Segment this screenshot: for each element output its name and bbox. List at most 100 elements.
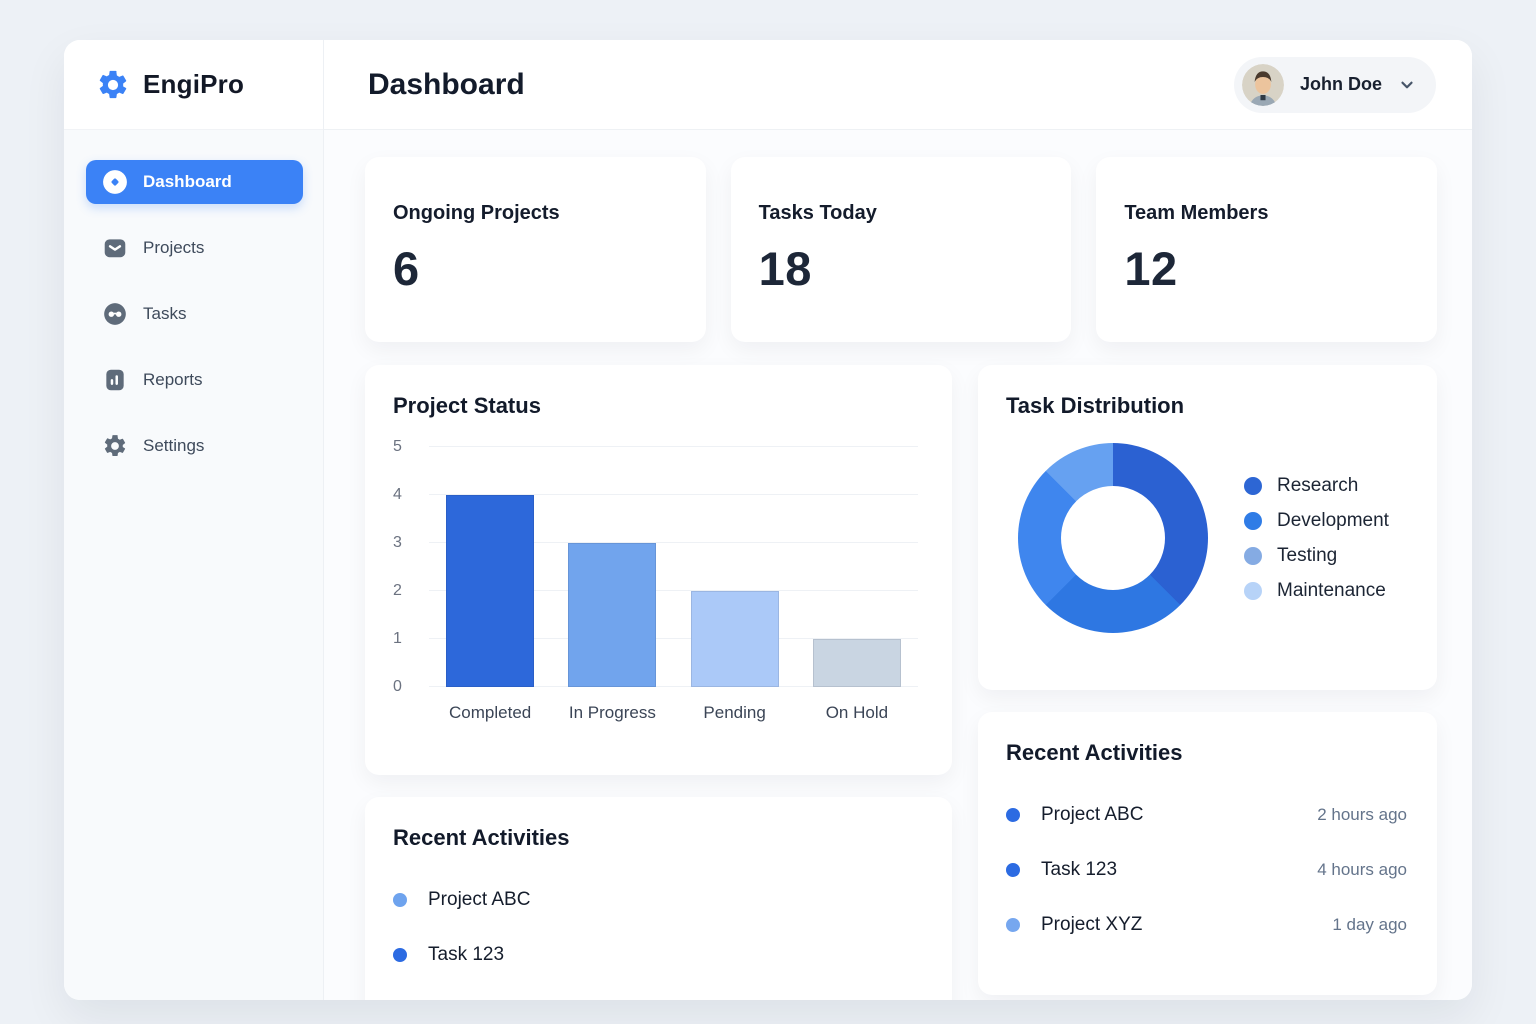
bar-on-hold — [812, 639, 901, 687]
projects-icon — [102, 235, 128, 261]
sidebar-item-projects[interactable]: Projects — [86, 226, 303, 270]
y-tick-label: 3 — [393, 534, 402, 551]
stat-card: Ongoing Projects 6 — [365, 157, 706, 342]
x-axis-label: On Hold — [825, 703, 889, 722]
activity-name: Task 123 — [1041, 859, 1118, 880]
legend-label: Development — [1277, 509, 1389, 531]
recent-activities-card-left: Recent Activities Project ABC Task 123 — [365, 797, 952, 1000]
legend-dot — [1244, 476, 1262, 495]
sidebar-nav: Dashboard Projects Tasks Reports Settings — [64, 130, 323, 1000]
bar-pending — [690, 591, 779, 687]
dashboard-icon — [102, 169, 128, 195]
sidebar-item-label: Projects — [143, 238, 205, 257]
activity-dot — [393, 893, 407, 907]
sidebar-item-label: Dashboard — [143, 172, 232, 191]
task-distribution-title: Task Distribution — [1006, 393, 1185, 418]
recent-activities-list: Project ABC Task 123 — [393, 889, 922, 966]
project-status-bar-chart: 0 1 2 3 4 5 Completed In Progress Pending On Hol… — [393, 438, 922, 723]
legend-label: Research — [1277, 474, 1359, 496]
activity-name: Task 123 — [428, 944, 505, 965]
y-tick-label: 5 — [393, 438, 402, 455]
legend-dot — [1244, 581, 1262, 600]
task-distribution-chart: Research Development Testing Maintenance — [1006, 443, 1407, 633]
stat-label: Ongoing Projects — [393, 202, 560, 224]
legend-item: Development — [1244, 510, 1389, 532]
gridline — [429, 542, 918, 543]
activity-dot — [1006, 918, 1020, 932]
x-axis-label: In Progress — [568, 703, 656, 722]
recent-activities-title: Recent Activities — [393, 825, 570, 850]
recent-activities-list: Project ABC 2 hours ago Task 123 4 hours ag… — [1006, 804, 1407, 936]
legend-label: Maintenance — [1277, 579, 1386, 601]
y-tick-label: 4 — [393, 486, 402, 503]
sidebar-item-label: Tasks — [143, 304, 187, 323]
logo: EngiPro — [64, 40, 323, 130]
activity-row: Task 123 — [393, 944, 922, 966]
user-name: John Doe — [1299, 74, 1382, 94]
gridline — [429, 638, 918, 639]
activity-time: 1 day ago — [1332, 915, 1407, 934]
legend-dot — [1244, 511, 1262, 530]
sidebar-item-label: Settings — [143, 436, 205, 455]
activity-name: Project XYZ — [1041, 914, 1143, 935]
stat-value: 6 — [393, 242, 420, 295]
legend-item: Testing — [1244, 545, 1389, 567]
x-axis-label: Pending — [703, 703, 766, 722]
sidebar-item-label: Reports — [143, 370, 203, 389]
app-name: EngiPro — [143, 69, 245, 99]
bars — [429, 447, 918, 687]
activity-row: Task 123 4 hours ago — [1006, 859, 1407, 881]
main-content: Ongoing Projects 6 Tasks Today 18 Team Membe… — [324, 130, 1472, 1000]
activity-row: Project XYZ 1 day ago — [1006, 914, 1407, 936]
app-window: EngiPro Dashboard Projects Tasks Reports Set… — [64, 40, 1472, 1000]
header: Dashboard John Doe — [324, 40, 1472, 130]
stat-value: 18 — [758, 242, 812, 295]
activity-dot — [1006, 808, 1020, 822]
user-menu[interactable]: John Doe — [1233, 56, 1436, 113]
bar-slot — [429, 447, 551, 687]
activity-row: Project ABC 2 hours ago — [1006, 804, 1407, 826]
gridline — [429, 494, 918, 495]
bar-in-progress — [568, 543, 657, 687]
bar-slot — [796, 447, 918, 687]
y-tick-label: 0 — [393, 678, 402, 695]
page-title: Dashboard — [368, 67, 525, 101]
task-distribution-card: Task Distribution Research Development Tes… — [978, 365, 1437, 690]
content-columns: Project Status 0 1 2 3 4 5 Completed In Progre… — [365, 365, 1437, 1000]
recent-activities-card-right: Recent Activities Project ABC 2 hours ago… — [978, 712, 1437, 995]
donut-legend: Research Development Testing Maintenance — [1244, 462, 1389, 615]
gridline — [429, 686, 918, 687]
stat-card: Tasks Today 18 — [730, 157, 1072, 342]
gridline — [429, 590, 918, 591]
y-tick-label: 2 — [393, 582, 402, 599]
stat-card: Team Members 12 — [1096, 157, 1437, 342]
bar-chart-x-labels: Completed In Progress Pending On Hold — [429, 703, 918, 723]
gridline — [429, 446, 918, 447]
sidebar-item-tasks[interactable]: Tasks — [86, 292, 303, 336]
right-column: Task Distribution Research Development Tes… — [978, 365, 1437, 995]
x-axis-label: Completed — [449, 703, 532, 722]
sidebar-item-dashboard[interactable]: Dashboard — [86, 160, 303, 204]
stat-label: Team Members — [1124, 202, 1269, 224]
legend-item: Research — [1244, 475, 1389, 497]
stats-row: Ongoing Projects 6 Tasks Today 18 Team Membe… — [365, 157, 1437, 342]
sidebar-item-reports[interactable]: Reports — [86, 358, 303, 402]
activity-dot — [393, 948, 407, 962]
recent-activities-title: Recent Activities — [1006, 740, 1183, 765]
left-column: Project Status 0 1 2 3 4 5 Completed In Progre… — [365, 365, 952, 1000]
activity-dot — [1006, 863, 1020, 877]
legend-label: Testing — [1277, 544, 1338, 566]
sidebar: EngiPro Dashboard Projects Tasks Reports Set… — [64, 40, 324, 1000]
reports-icon — [102, 367, 128, 393]
sidebar-item-settings[interactable]: Settings — [86, 424, 303, 468]
chevron-down-icon — [1398, 76, 1416, 94]
bar-chart-plot: 0 1 2 3 4 5 — [393, 438, 918, 695]
legend-item: Maintenance — [1244, 580, 1389, 602]
activity-name: Project ABC — [1041, 804, 1144, 825]
donut-chart — [1018, 443, 1208, 633]
activity-row: Project ABC — [393, 889, 922, 911]
stat-label: Tasks Today — [758, 202, 877, 224]
bar-slot — [674, 447, 796, 687]
tasks-icon — [102, 301, 128, 327]
activity-time: 4 hours ago — [1317, 860, 1407, 879]
